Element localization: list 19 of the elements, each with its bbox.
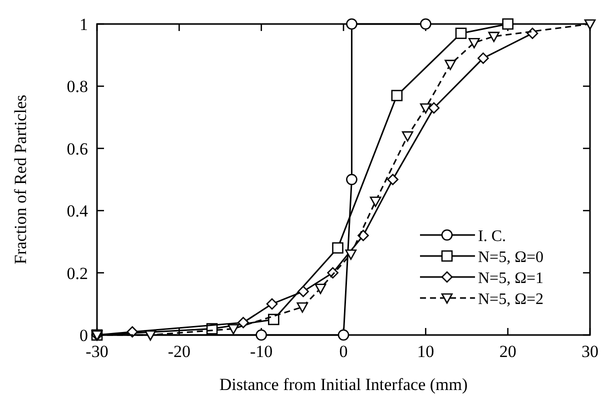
x-tick-label: 30 [582,342,598,361]
y-tick-label: 0.6 [66,139,88,158]
y-tick-label: 1 [80,15,88,34]
y-tick-label: 0 [80,326,88,345]
x-tick-label: -30 [86,342,108,361]
x-axis-title: Distance from Initial Interface (mm) [219,375,468,394]
x-tick-label: 0 [339,342,348,361]
legend-label: N=5, Ω=1 [478,270,544,287]
legend-label: N=5, Ω=0 [478,249,544,266]
x-tick-label: 20 [499,342,516,361]
y-axis-title: Fraction of Red Particles [11,94,30,264]
x-tick-label: -10 [250,342,273,361]
x-tick-label: -20 [168,342,191,361]
y-tick-label: 0.2 [66,264,88,283]
y-tick-label: 0.4 [66,202,88,221]
legend-label: N=5, Ω=2 [478,291,544,308]
x-tick-label: 10 [417,342,434,361]
legend-label: I. C. [478,228,506,245]
y-tick-label: 0.8 [66,77,88,96]
